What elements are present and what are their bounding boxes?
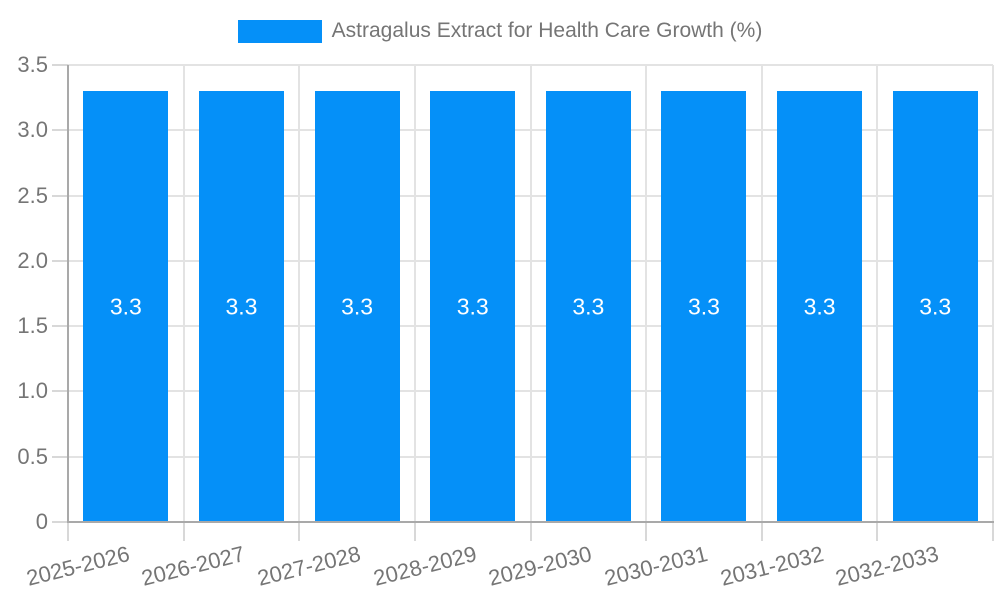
x-axis-line bbox=[67, 521, 994, 523]
y-axis-tick-label: 2.5 bbox=[17, 182, 48, 208]
bar-value-label: 3.3 bbox=[572, 293, 605, 320]
x-axis-tick bbox=[645, 522, 648, 541]
x-axis-tick-label: 2028-2029 bbox=[370, 541, 479, 591]
x-axis-tick-label: 2026-2027 bbox=[139, 541, 248, 591]
bar-value-label: 3.3 bbox=[919, 293, 952, 320]
bar-value-label: 3.3 bbox=[456, 293, 489, 320]
gridline-vertical bbox=[529, 65, 532, 522]
legend-label: Astragalus Extract for Health Care Growt… bbox=[331, 19, 763, 42]
bar bbox=[314, 91, 400, 521]
x-axis-tick bbox=[298, 522, 301, 541]
bar bbox=[198, 91, 284, 521]
x-axis-tick-label: 2032-2033 bbox=[833, 541, 942, 591]
y-axis-tick bbox=[52, 455, 68, 458]
x-axis-tick-label: 2029-2030 bbox=[486, 541, 595, 591]
gridline-vertical bbox=[182, 65, 185, 522]
bar-value-label: 3.3 bbox=[687, 293, 720, 320]
x-axis-tick-label: 2025-2026 bbox=[23, 541, 132, 591]
legend: Astragalus Extract for Health Care Growt… bbox=[0, 18, 1000, 44]
y-axis-tick bbox=[52, 129, 68, 132]
x-axis-tick bbox=[67, 522, 69, 541]
bar-value-label: 3.3 bbox=[225, 293, 258, 320]
y-axis-tick-label: 3.0 bbox=[17, 117, 48, 143]
gridline-vertical bbox=[876, 65, 879, 522]
y-axis-tick-label: 3.5 bbox=[17, 52, 48, 77]
y-axis-tick bbox=[52, 64, 68, 66]
x-axis-tick-label: 2030-2031 bbox=[601, 541, 710, 591]
bar bbox=[430, 91, 516, 521]
gridline-vertical bbox=[298, 65, 301, 522]
y-axis-tick-label: 2.0 bbox=[17, 247, 48, 273]
bar bbox=[777, 91, 863, 521]
x-axis-tick-label: 2031-2032 bbox=[717, 541, 826, 591]
y-axis-line bbox=[67, 65, 69, 522]
bar bbox=[83, 91, 169, 521]
y-axis-tick-label: 0.5 bbox=[17, 443, 48, 469]
y-axis-tick-label: 1.5 bbox=[17, 313, 48, 339]
bar bbox=[892, 91, 978, 521]
gridline-vertical bbox=[760, 65, 763, 522]
legend-item[interactable]: Astragalus Extract for Health Care Growt… bbox=[237, 18, 763, 44]
y-axis-tick bbox=[52, 325, 68, 328]
bar bbox=[545, 91, 631, 521]
x-axis-tick-label: 2027-2028 bbox=[254, 541, 364, 591]
gridline-vertical bbox=[992, 65, 994, 522]
y-axis-tick bbox=[52, 259, 68, 262]
y-axis-tick-label: 0 bbox=[35, 509, 48, 534]
y-axis-tick bbox=[52, 194, 68, 197]
y-axis-tick bbox=[52, 521, 68, 523]
bar-value-label: 3.3 bbox=[341, 293, 374, 320]
x-axis-tick bbox=[529, 522, 532, 541]
x-axis-tick bbox=[992, 522, 994, 541]
x-axis-tick bbox=[182, 522, 185, 541]
gridline-vertical bbox=[645, 65, 648, 522]
bar-value-label: 3.3 bbox=[803, 293, 836, 320]
x-axis-tick bbox=[876, 522, 879, 541]
bar-value-label: 3.3 bbox=[109, 293, 142, 320]
y-axis-tick-label: 1.0 bbox=[17, 378, 48, 404]
bar bbox=[661, 91, 747, 521]
gridline-vertical bbox=[413, 65, 416, 522]
x-axis-tick bbox=[760, 522, 763, 541]
legend-swatch bbox=[237, 19, 322, 43]
x-axis-tick bbox=[413, 522, 416, 541]
y-axis-tick bbox=[52, 390, 68, 393]
